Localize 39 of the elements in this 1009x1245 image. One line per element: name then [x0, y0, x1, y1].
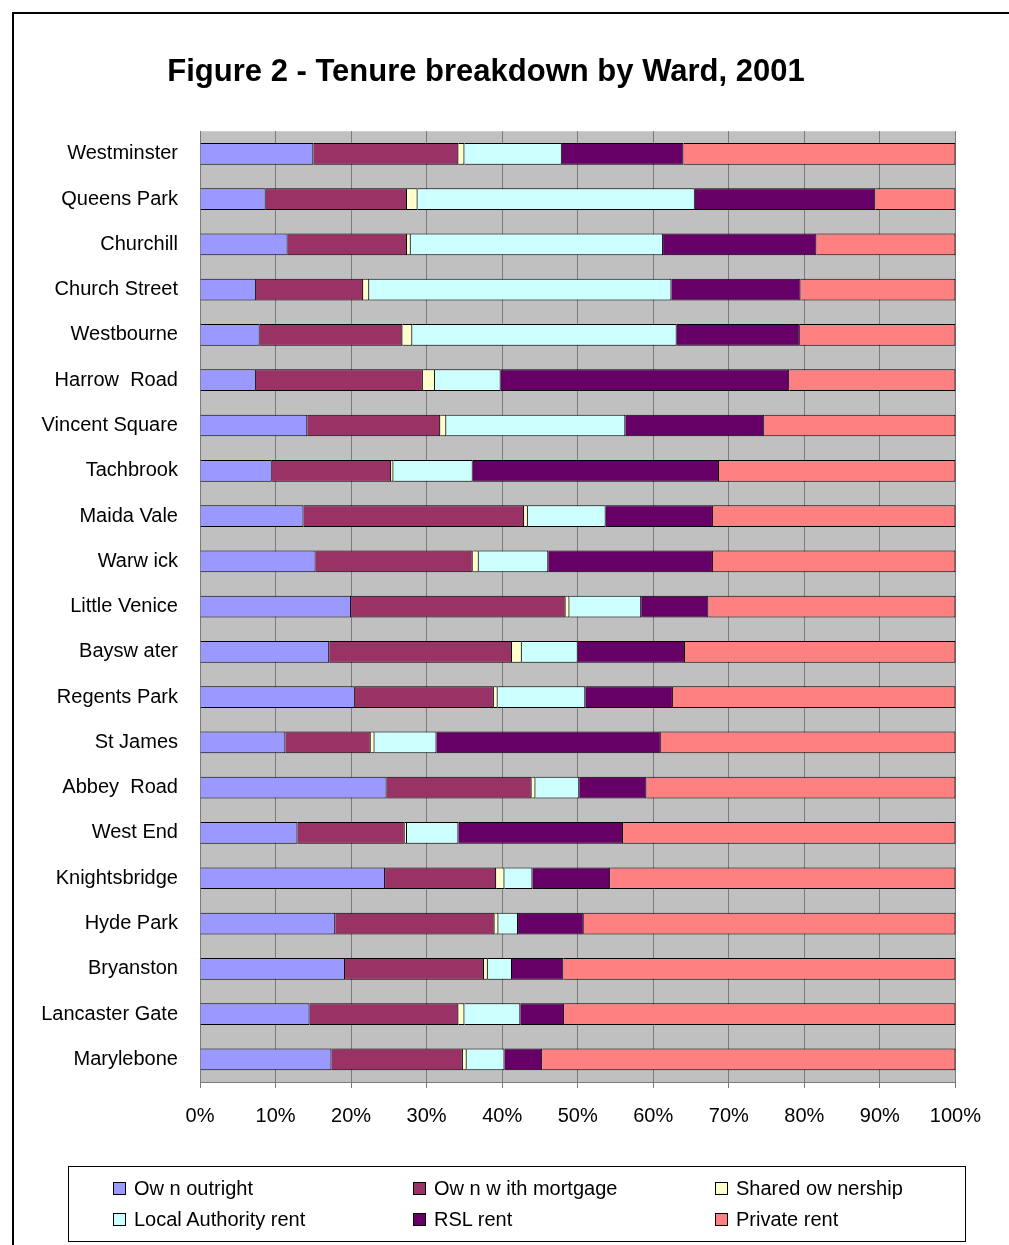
- y-tick-label: St James: [94, 729, 178, 752]
- x-tick-label: 100%: [929, 1103, 982, 1126]
- y-tick-label: Regents Park: [56, 684, 179, 707]
- x-tick-label: 20%: [331, 1103, 372, 1126]
- legend-label: Local Authority rent: [134, 1208, 306, 1231]
- y-tick-label: Church Street: [54, 277, 179, 300]
- y-tick-label: Tachbrook: [85, 458, 179, 481]
- y-tick-label: Churchill: [100, 231, 178, 254]
- legend-label: Ow n w ith mortgage: [434, 1177, 618, 1200]
- legend-label: RSL rent: [434, 1208, 513, 1231]
- x-tick-label: 40%: [482, 1103, 523, 1126]
- y-tick-label: Little Venice: [70, 594, 178, 617]
- y-tick-label: Abbey Road: [62, 775, 178, 798]
- legend-label: Ow n outright: [134, 1177, 253, 1200]
- x-tick-label: 10%: [255, 1103, 296, 1126]
- y-tick-label: Knightsbridge: [55, 865, 178, 888]
- legend-label: Shared ow nership: [736, 1177, 903, 1200]
- chart-title: Figure 2 - Tenure breakdown by Ward, 2001: [167, 53, 805, 89]
- y-tick-label: Bryanston: [87, 956, 178, 979]
- y-tick-label: Westbourne: [70, 322, 178, 345]
- y-tick-label: Baysw ater: [79, 639, 179, 662]
- x-tick-label: 60%: [633, 1103, 674, 1126]
- x-tick-label: 90%: [859, 1103, 901, 1126]
- y-tick-label: Lancaster Gate: [41, 1001, 178, 1024]
- x-tick-label: 70%: [708, 1103, 750, 1126]
- y-tick-label: Hyde Park: [84, 911, 179, 934]
- x-tick-label: 50%: [557, 1103, 598, 1126]
- y-tick-label: Queens Park: [61, 186, 179, 209]
- x-tick-label: 30%: [406, 1103, 447, 1126]
- y-tick-label: Warw ick: [97, 548, 179, 571]
- y-tick-label: Maida Vale: [79, 503, 178, 526]
- y-tick-label: West End: [91, 820, 178, 843]
- y-tick-label: Vincent Square: [41, 413, 178, 436]
- y-tick-label: Westminster: [67, 141, 179, 164]
- legend-label: Private rent: [736, 1208, 839, 1231]
- x-tick-label: 0%: [185, 1103, 215, 1126]
- y-tick-label: Marylebone: [73, 1046, 178, 1069]
- x-tick-label: 80%: [784, 1103, 825, 1126]
- y-tick-label: Harrow Road: [54, 367, 178, 390]
